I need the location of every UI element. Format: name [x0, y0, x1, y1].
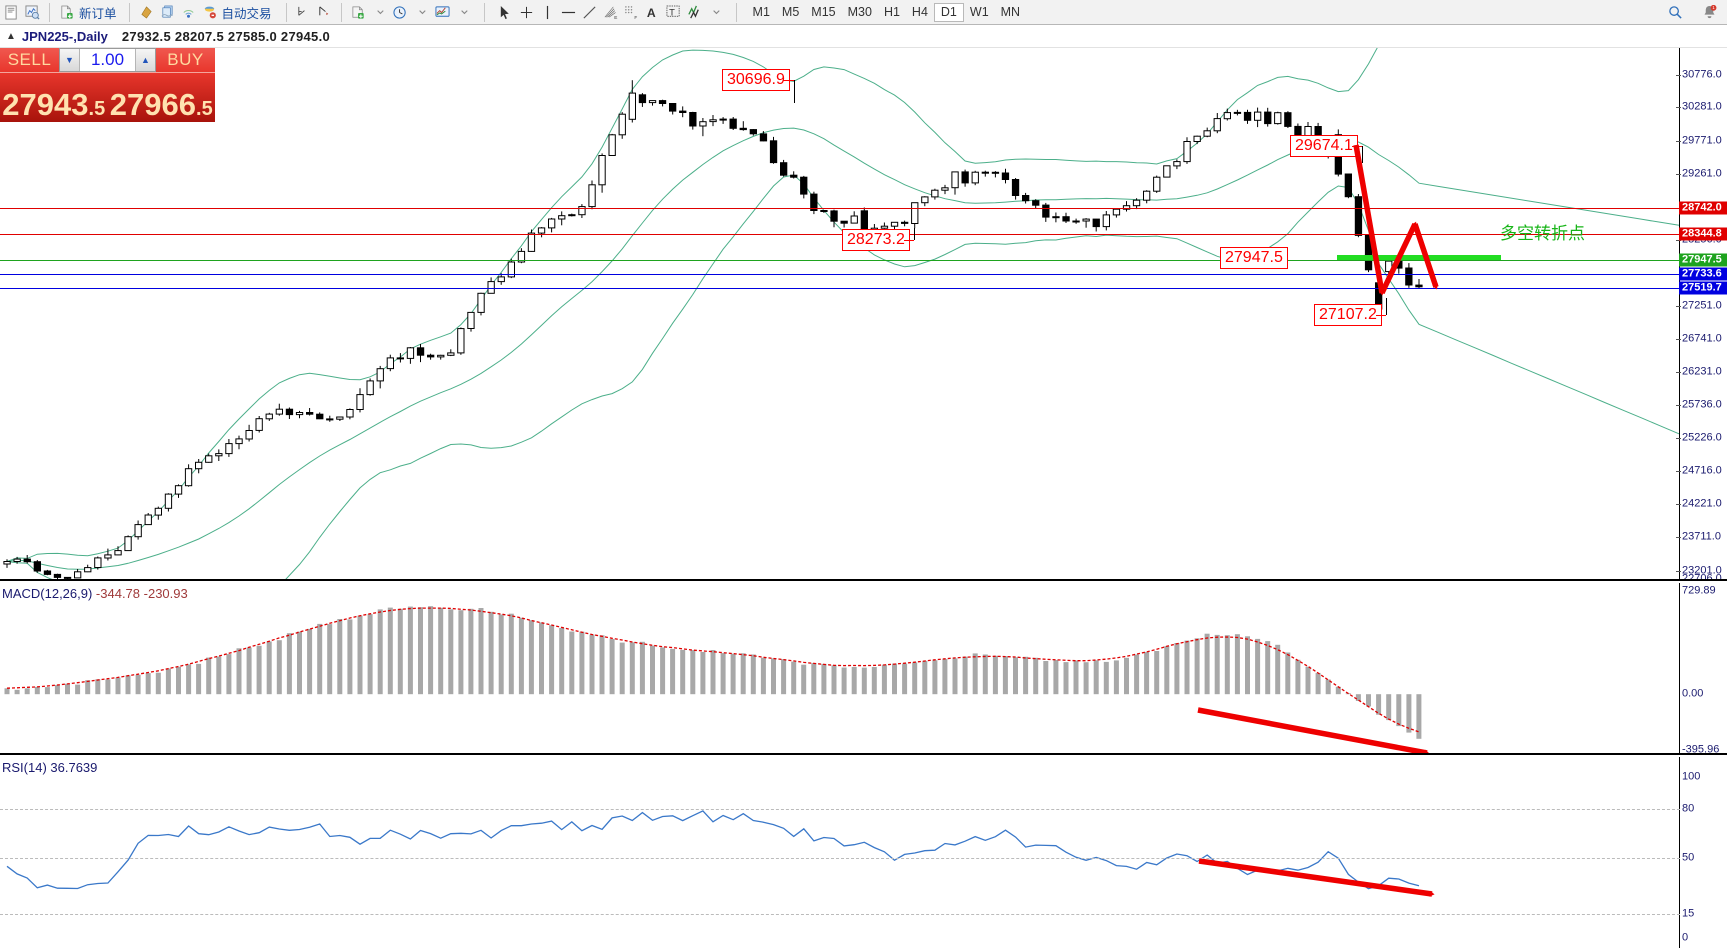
svg-text:A: A	[646, 6, 655, 20]
svg-text:E: E	[614, 15, 617, 20]
svg-text:T: T	[669, 7, 675, 17]
svg-text:F: F	[634, 15, 637, 20]
